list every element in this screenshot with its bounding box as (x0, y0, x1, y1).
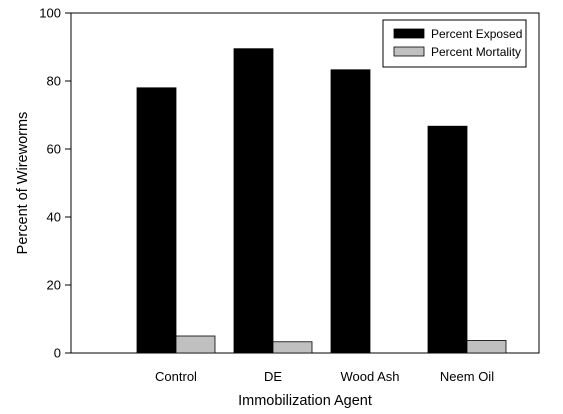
legend-box (382, 19, 527, 68)
x-tick-label: Wood Ash (340, 369, 399, 384)
bars (136, 48, 507, 354)
bar-percent-mortality (175, 335, 216, 354)
y-tick-label: 40 (47, 210, 61, 225)
bar-percent-mortality (272, 341, 313, 354)
bar-percent-exposed (427, 125, 468, 354)
bar-percent-mortality (466, 340, 507, 354)
y-axis-ticks: 0 20 40 60 80 100 (39, 6, 71, 361)
y-tick-label: 80 (47, 74, 61, 89)
y-axis-title: Percent of Wireworms (15, 112, 31, 255)
bar-percent-exposed (330, 69, 371, 354)
y-tick-label: 60 (47, 142, 61, 157)
y-tick-label: 0 (54, 346, 61, 361)
x-tick-label: Control (155, 369, 197, 384)
y-tick-label: 100 (39, 6, 61, 21)
legend-label-percent-exposed: Percent Exposed (431, 27, 522, 41)
legend-swatch-percent-exposed (393, 28, 425, 39)
legend-swatch-percent-mortality (393, 46, 425, 57)
bar-percent-exposed (136, 87, 177, 354)
legend: Percent Exposed Percent Mortality (382, 19, 527, 68)
x-tick-label: DE (264, 369, 282, 384)
x-tick-label: Neem Oil (440, 369, 494, 384)
bar-percent-exposed (233, 48, 274, 354)
y-tick-label: 20 (47, 278, 61, 293)
x-axis-title: Immobilization Agent (238, 393, 372, 409)
x-axis-tick-labels: Control DE Wood Ash Neem Oil (155, 369, 494, 384)
legend-label-percent-mortality: Percent Mortality (431, 45, 521, 59)
